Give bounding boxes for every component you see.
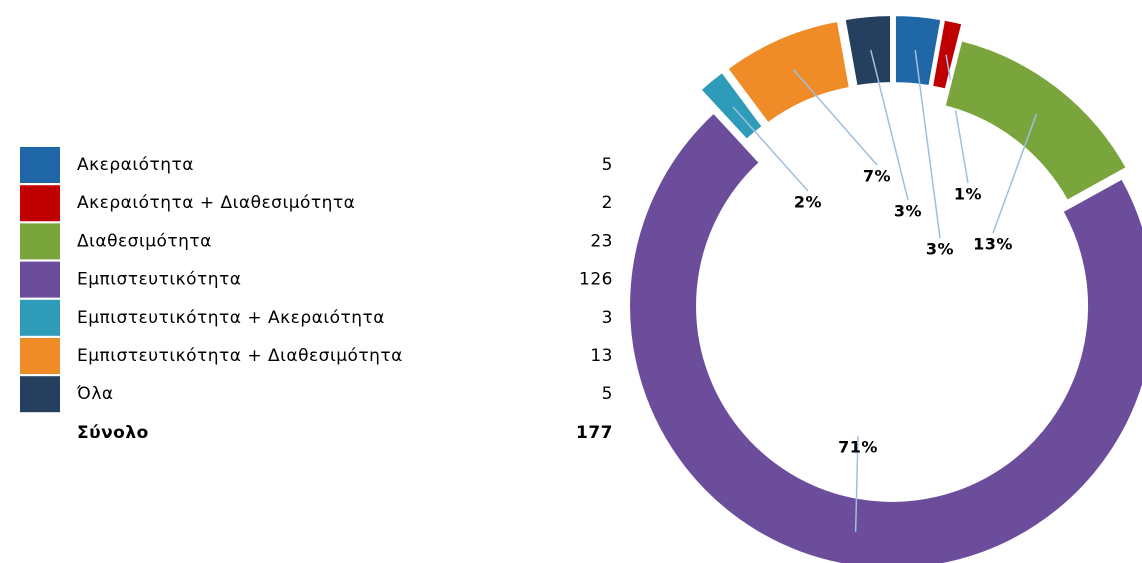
legend-value: 5 bbox=[602, 155, 613, 175]
legend-swatch bbox=[20, 185, 60, 222]
donut-slice bbox=[893, 14, 943, 88]
total-value: 177 bbox=[576, 423, 613, 443]
leader-line bbox=[732, 106, 809, 192]
legend-label: Ακεραιότητα + Διαθεσιμότητα bbox=[77, 193, 355, 213]
leader-line bbox=[854, 435, 859, 533]
leader-line bbox=[992, 113, 1038, 234]
data-label: 3% bbox=[894, 202, 922, 221]
legend-swatch bbox=[20, 147, 60, 183]
legend-value: 126 bbox=[579, 270, 613, 290]
leader-line bbox=[914, 49, 941, 239]
legend-label: Εμπιστευτικότητα + Ακεραιότητα bbox=[77, 308, 385, 328]
leader-line bbox=[945, 54, 969, 184]
data-label: 7% bbox=[863, 167, 891, 186]
legend-value: 13 bbox=[590, 346, 613, 366]
donut-slice bbox=[943, 39, 1129, 203]
legend-swatch bbox=[20, 376, 60, 413]
donut-slice bbox=[726, 19, 851, 125]
donut-slice bbox=[628, 111, 1142, 563]
legend-swatch bbox=[20, 261, 60, 298]
legend-label: Ακεραιότητα bbox=[77, 155, 194, 175]
data-label: 1% bbox=[954, 185, 982, 204]
leader-line bbox=[870, 49, 909, 201]
donut-slice bbox=[930, 18, 964, 91]
legend-swatch bbox=[20, 299, 60, 336]
legend-value: 23 bbox=[590, 231, 613, 251]
data-label: 13% bbox=[973, 235, 1013, 254]
total-label: Σύνολο bbox=[77, 423, 149, 443]
legend-label: Όλα bbox=[76, 384, 114, 404]
legend-label: Εμπιστευτικότητα + Διαθεσιμότητα bbox=[77, 346, 403, 366]
data-label: 71% bbox=[838, 438, 878, 457]
legend-swatch bbox=[20, 223, 60, 260]
legend-label: Εμπιστευτικότητα bbox=[77, 270, 241, 290]
data-label: 2% bbox=[794, 193, 822, 212]
leader-line bbox=[792, 69, 878, 166]
legend-swatch bbox=[20, 338, 60, 374]
data-label: 3% bbox=[926, 240, 954, 259]
legend-value: 5 bbox=[602, 384, 613, 404]
legend-value: 3 bbox=[602, 308, 613, 328]
legend-value: 2 bbox=[602, 193, 613, 213]
donut-slice bbox=[843, 14, 893, 88]
legend-label: Διαθεσιμότητα bbox=[77, 231, 212, 251]
